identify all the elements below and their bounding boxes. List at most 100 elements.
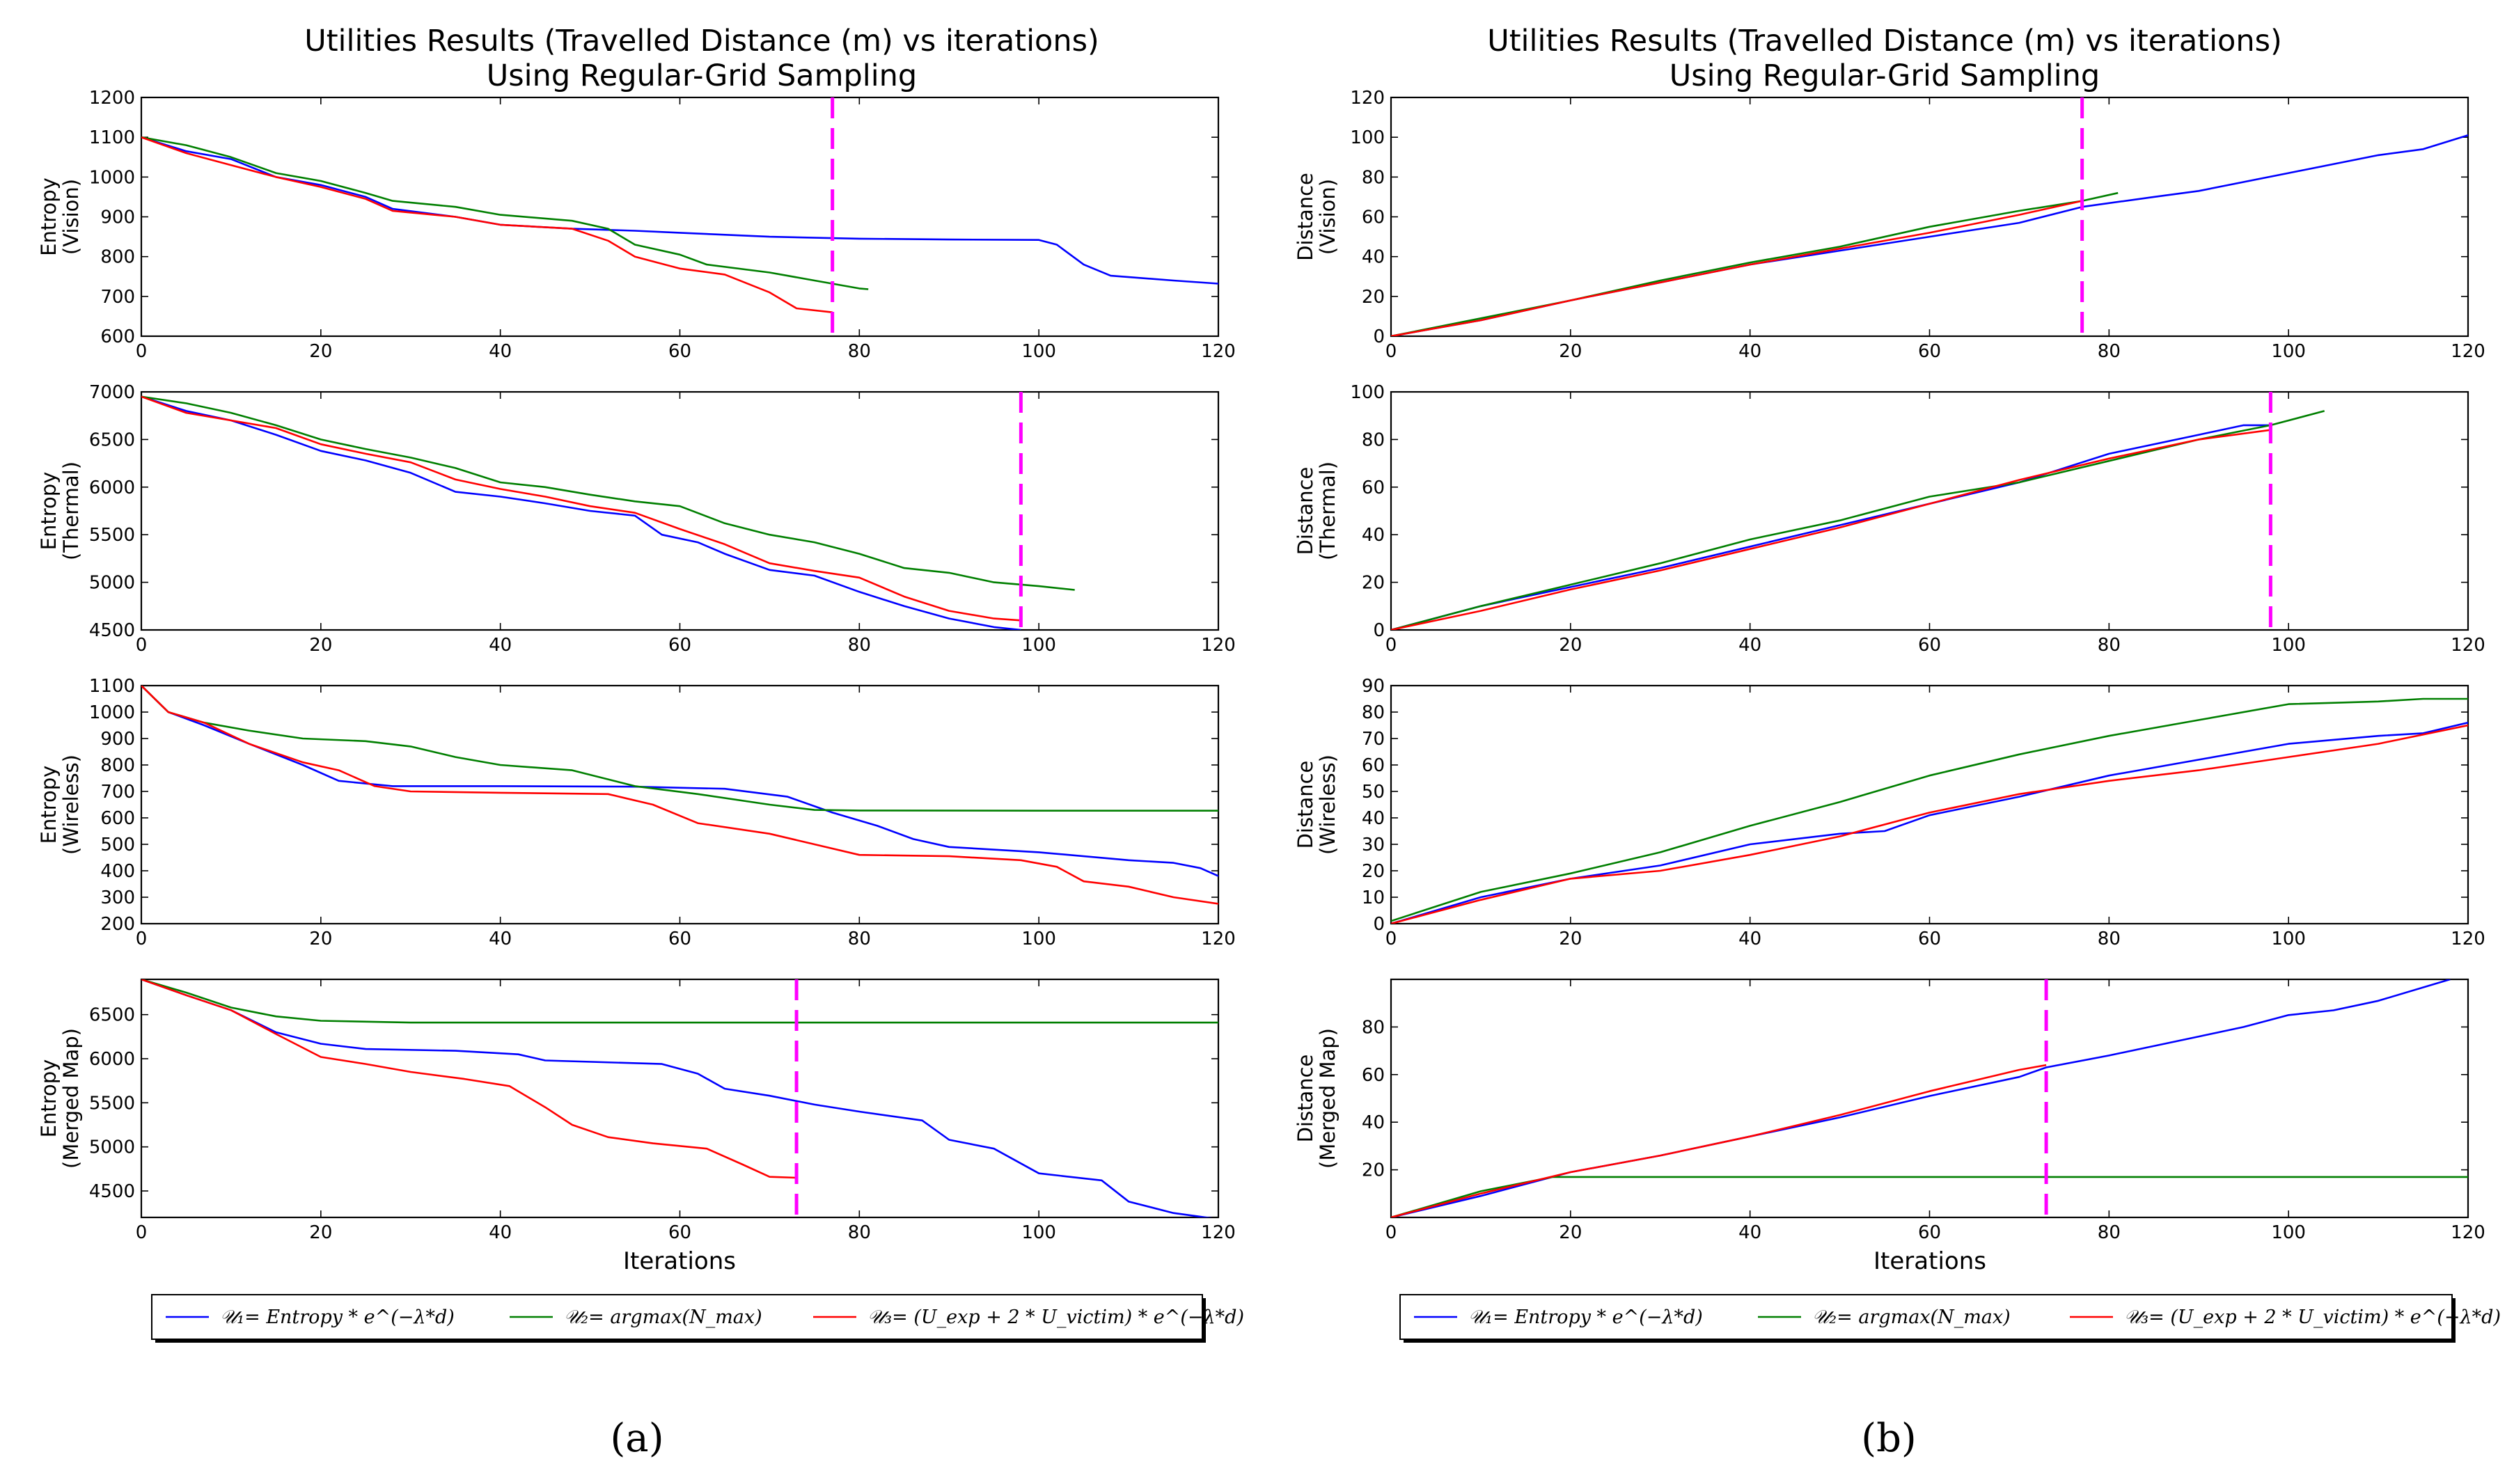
series-line-u3 bbox=[141, 395, 1021, 622]
y-axis-label: Entropy(Vision) bbox=[37, 177, 83, 256]
caption-b: (b) bbox=[1861, 1416, 1917, 1461]
x-tick-label: 20 bbox=[309, 929, 332, 949]
series-line-u2 bbox=[1391, 697, 2468, 922]
subplot-b-1: 0 20 40 60 80 100 120 0 20 40 60 80 100 120 Distance(V… bbox=[1294, 88, 2485, 362]
y-tick-label: 5000 bbox=[89, 573, 135, 594]
series-line-u1 bbox=[141, 686, 1218, 877]
y-axis-label: Distance(Thermal) bbox=[1294, 461, 1340, 560]
panel-a: Utilities Results (Travelled Distance (m… bbox=[37, 24, 1244, 1461]
panel-a-title-line1: Utilities Results (Travelled Distance (m… bbox=[304, 24, 1099, 58]
y-axis-label: Distance(Merged Map) bbox=[1294, 1028, 1340, 1169]
y-axis-label-line: (Wireless) bbox=[1316, 755, 1340, 855]
x-tick-label: 40 bbox=[1738, 929, 1761, 949]
y-tick-label: 5500 bbox=[89, 525, 135, 546]
x-tick-label: 0 bbox=[1385, 635, 1397, 656]
series-line-u1 bbox=[1391, 721, 2468, 924]
axes-frame bbox=[140, 96, 1220, 338]
y-tick-label: 1000 bbox=[89, 702, 135, 723]
y-tick-label: 90 bbox=[1362, 676, 1385, 697]
y-tick-label: 20 bbox=[1362, 287, 1385, 308]
y-tick-label: 6000 bbox=[89, 1049, 135, 1070]
x-tick-label: 0 bbox=[136, 929, 148, 949]
x-tick-label: 60 bbox=[668, 635, 691, 656]
y-tick-label: 0 bbox=[1373, 620, 1385, 641]
y-tick-label: 1100 bbox=[89, 676, 135, 697]
y-tick-label: 20 bbox=[1362, 861, 1385, 882]
series-line-u2 bbox=[1391, 1176, 2468, 1217]
y-axis-label: Distance(Wireless) bbox=[1294, 755, 1340, 855]
x-tick-label: 100 bbox=[1021, 1222, 1056, 1243]
x-tick-label: 0 bbox=[136, 635, 148, 656]
axes-frame bbox=[140, 684, 1220, 925]
x-tick-label: 40 bbox=[489, 1222, 512, 1243]
x-tick-label: 0 bbox=[1385, 929, 1397, 949]
y-tick-label: 700 bbox=[100, 287, 135, 308]
x-tick-label: 20 bbox=[309, 635, 332, 656]
x-tick-label: 60 bbox=[1918, 1222, 1941, 1243]
y-tick-label: 80 bbox=[1362, 429, 1385, 450]
subplot-a-3: 0 20 40 60 80 100 120 200 300 400 500 600 700 800 900 1… bbox=[37, 676, 1236, 949]
y-tick-label: 60 bbox=[1362, 1065, 1385, 1086]
x-tick-label: 40 bbox=[1738, 1222, 1761, 1243]
x-tick-label: 120 bbox=[2451, 635, 2485, 656]
axes-frame bbox=[140, 978, 1220, 1219]
y-axis-label-line: (Wireless) bbox=[59, 755, 83, 855]
y-tick-label: 5500 bbox=[89, 1093, 135, 1114]
x-tick-label: 0 bbox=[136, 341, 148, 362]
y-axis-label: Entropy(Thermal) bbox=[37, 461, 83, 560]
x-tick-label: 80 bbox=[848, 1222, 871, 1243]
y-tick-label: 1200 bbox=[89, 88, 135, 109]
series-line-u2 bbox=[141, 686, 1218, 812]
series-line-u3 bbox=[141, 686, 1218, 905]
series-line-u1 bbox=[141, 395, 1021, 630]
y-tick-label: 40 bbox=[1362, 1112, 1385, 1133]
x-tick-label: 20 bbox=[309, 1222, 332, 1243]
subplot-b-4: 0 20 40 60 80 100 120 20 40 60 80 Distance(Merged M… bbox=[1294, 978, 2485, 1243]
y-axis-label-line: (Vision) bbox=[1316, 179, 1340, 255]
x-tick-label: 120 bbox=[1201, 1222, 1236, 1243]
panel-a-xlabel: Iterations bbox=[623, 1247, 736, 1275]
legend-label-u1: 𝒰₁= Entropy * e^(−λ*d) bbox=[220, 1307, 455, 1328]
x-tick-label: 60 bbox=[1918, 929, 1941, 949]
y-axis-label-line: Entropy bbox=[37, 177, 61, 256]
y-tick-label: 800 bbox=[100, 755, 135, 776]
y-tick-label: 7000 bbox=[89, 382, 135, 403]
y-tick-label: 80 bbox=[1362, 1017, 1385, 1038]
x-tick-label: 20 bbox=[1559, 929, 1582, 949]
series-line-u2 bbox=[1391, 191, 2119, 336]
panel-a-legend: 𝒰₁= Entropy * e^(−λ*d) 𝒰₂= argmax(N_max) 𝒰… bbox=[151, 1294, 1244, 1343]
caption-a: (a) bbox=[610, 1416, 663, 1461]
y-axis-label-line: Distance bbox=[1294, 761, 1317, 849]
x-tick-label: 60 bbox=[668, 341, 691, 362]
y-tick-label: 1100 bbox=[89, 127, 135, 148]
x-tick-label: 80 bbox=[2098, 341, 2121, 362]
subplot-a-2: 0 20 40 60 80 100 120 4500 5000 5500 6000 6500 7000 E… bbox=[37, 382, 1236, 656]
y-tick-label: 60 bbox=[1362, 477, 1385, 498]
y-tick-label: 10 bbox=[1362, 887, 1385, 908]
y-tick-label: 700 bbox=[100, 782, 135, 803]
series-line-u2 bbox=[141, 979, 1218, 1024]
subplot-b-2: 0 20 40 60 80 100 120 0 20 40 60 80 100 Distance(Ther… bbox=[1294, 382, 2485, 656]
panel-b-xlabel: Iterations bbox=[1873, 1247, 1986, 1275]
y-axis-label-line: Entropy bbox=[37, 766, 61, 844]
y-tick-label: 20 bbox=[1362, 573, 1385, 594]
subplot-b-3: 0 20 40 60 80 100 120 0 10 20 30 40 50 60 70 80 90 Distan… bbox=[1294, 676, 2485, 949]
x-tick-label: 40 bbox=[489, 635, 512, 656]
series-line-u3 bbox=[1391, 724, 2468, 924]
y-tick-label: 120 bbox=[1350, 88, 1385, 109]
series-line-u3 bbox=[141, 979, 797, 1179]
x-tick-label: 80 bbox=[2098, 929, 2121, 949]
y-axis-label-line: Entropy bbox=[37, 472, 61, 551]
panel-b-title-line2: Using Regular-Grid Sampling bbox=[1670, 58, 2100, 93]
y-tick-label: 40 bbox=[1362, 525, 1385, 546]
x-tick-label: 100 bbox=[1021, 929, 1056, 949]
y-tick-label: 6500 bbox=[89, 429, 135, 450]
x-tick-label: 100 bbox=[1021, 341, 1056, 362]
y-axis-label-line: (Merged Map) bbox=[1316, 1028, 1340, 1169]
series-line-u3 bbox=[1391, 200, 2082, 336]
x-tick-label: 0 bbox=[1385, 1222, 1397, 1243]
x-tick-label: 20 bbox=[1559, 1222, 1582, 1243]
x-tick-label: 80 bbox=[2098, 635, 2121, 656]
x-tick-label: 120 bbox=[1201, 929, 1236, 949]
y-tick-label: 900 bbox=[100, 207, 135, 228]
